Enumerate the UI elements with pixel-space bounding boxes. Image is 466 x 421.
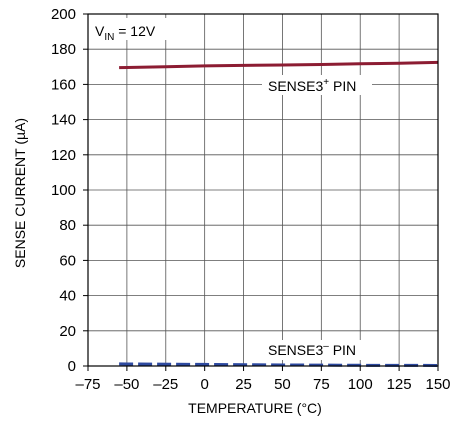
y-tick-label: 80 <box>59 217 76 234</box>
x-tick-label: 100 <box>348 376 373 393</box>
y-tick-label: 140 <box>51 112 76 129</box>
y-tick-label: 160 <box>51 76 76 93</box>
x-tick-label: 50 <box>274 376 291 393</box>
x-tick-label: –75 <box>75 376 100 393</box>
series-line-sense3-plus <box>119 60 439 70</box>
y-tick-label: 20 <box>59 323 76 340</box>
tick-labels: –75 –50 –25 0 25 50 75 100 125 150 0 20 40 60 80 100 120… <box>51 6 451 393</box>
y-tick-label: 200 <box>51 6 76 23</box>
sense-plus-label: SENSE3+ PIN <box>268 77 356 94</box>
x-tick-label: –50 <box>114 376 139 393</box>
ticks <box>83 13 439 371</box>
vin-annotation: VIN = 12V <box>95 23 156 43</box>
x-axis-title: TEMPERATURE (°C) <box>188 400 322 416</box>
y-tick-label: 100 <box>51 182 76 199</box>
x-tick-label: 75 <box>313 376 330 393</box>
x-tick-label: 150 <box>425 376 450 393</box>
series-layer <box>119 60 439 367</box>
x-tick-label: 25 <box>235 376 252 393</box>
x-tick-label: 125 <box>387 376 412 393</box>
sense-minus-label: SENSE3– PIN <box>268 341 356 358</box>
y-tick-label: 0 <box>68 358 76 375</box>
series-line-sense3-minus <box>119 362 439 367</box>
y-tick-label: 40 <box>59 288 76 305</box>
sense-plus-label-bg <box>262 75 372 95</box>
sense-minus-label-bg <box>262 340 372 360</box>
y-axis-title: SENSE CURRENT (µA) <box>12 118 28 268</box>
x-tick-label: –25 <box>153 376 178 393</box>
vin-annotation-bg <box>91 18 169 40</box>
y-tick-label: 180 <box>51 41 76 58</box>
y-tick-label: 120 <box>51 147 76 164</box>
x-tick-label: 0 <box>200 376 208 393</box>
y-tick-label: 60 <box>59 252 76 269</box>
